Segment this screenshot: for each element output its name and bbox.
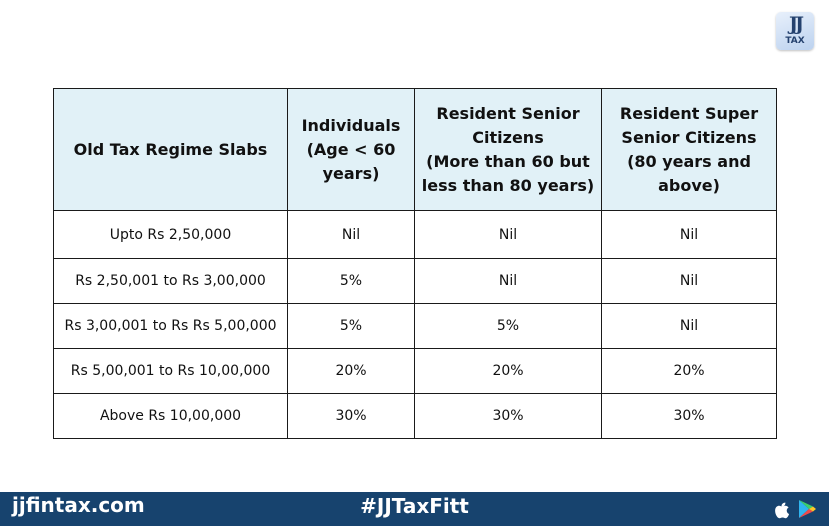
header-slabs: Old Tax Regime Slabs <box>53 88 288 211</box>
senior-rate-cell: 20% <box>414 348 602 394</box>
header-individuals: Individuals (Age < 60 years) <box>287 88 415 211</box>
super-senior-rate-cell: 20% <box>601 348 777 394</box>
individuals-rate-cell: 5% <box>287 258 415 304</box>
hashtag: #JJTaxFitt <box>360 494 469 518</box>
individuals-rate-cell: 5% <box>287 303 415 349</box>
apple-icon[interactable] <box>772 498 792 520</box>
super-senior-rate-cell: Nil <box>601 210 777 259</box>
website-link[interactable]: jjfintax.com <box>12 493 145 517</box>
super-senior-rate-cell: 30% <box>601 393 777 439</box>
individuals-rate-cell: 30% <box>287 393 415 439</box>
slab-cell: Upto Rs 2,50,000 <box>53 210 288 259</box>
slab-cell: Rs 5,00,001 to Rs 10,00,000 <box>53 348 288 394</box>
table-row: Above Rs 10,00,000 30% 30% 30% <box>53 393 777 439</box>
table-row: Rs 3,00,001 to Rs Rs 5,00,000 5% 5% Nil <box>53 303 777 349</box>
senior-rate-cell: 5% <box>414 303 602 349</box>
senior-rate-cell: 30% <box>414 393 602 439</box>
slab-cell: Above Rs 10,00,000 <box>53 393 288 439</box>
header-senior-citizens: Resident Senior Citizens (More than 60 b… <box>414 88 602 211</box>
logo-mark: JJ <box>789 13 804 35</box>
tax-slab-table: Old Tax Regime Slabs Individuals (Age < … <box>53 88 777 439</box>
footer-bar: jjfintax.com #JJTaxFitt <box>0 492 829 526</box>
slab-cell: Rs 3,00,001 to Rs Rs 5,00,000 <box>53 303 288 349</box>
table-row: Rs 2,50,001 to Rs 3,00,000 5% Nil Nil <box>53 258 777 304</box>
super-senior-rate-cell: Nil <box>601 303 777 349</box>
play-store-icon[interactable] <box>797 498 817 520</box>
jjtax-logo: JJ TAX <box>776 12 814 50</box>
super-senior-rate-cell: Nil <box>601 258 777 304</box>
table-row: Upto Rs 2,50,000 Nil Nil Nil <box>53 210 777 259</box>
senior-rate-cell: Nil <box>414 210 602 259</box>
individuals-rate-cell: Nil <box>287 210 415 259</box>
individuals-rate-cell: 20% <box>287 348 415 394</box>
header-super-senior-citizens: Resident Super Senior Citizens (80 years… <box>601 88 777 211</box>
table-row: Rs 5,00,001 to Rs 10,00,000 20% 20% 20% <box>53 348 777 394</box>
table-header-row: Old Tax Regime Slabs Individuals (Age < … <box>53 88 777 211</box>
slab-cell: Rs 2,50,001 to Rs 3,00,000 <box>53 258 288 304</box>
logo-text: TAX <box>785 36 805 46</box>
senior-rate-cell: Nil <box>414 258 602 304</box>
